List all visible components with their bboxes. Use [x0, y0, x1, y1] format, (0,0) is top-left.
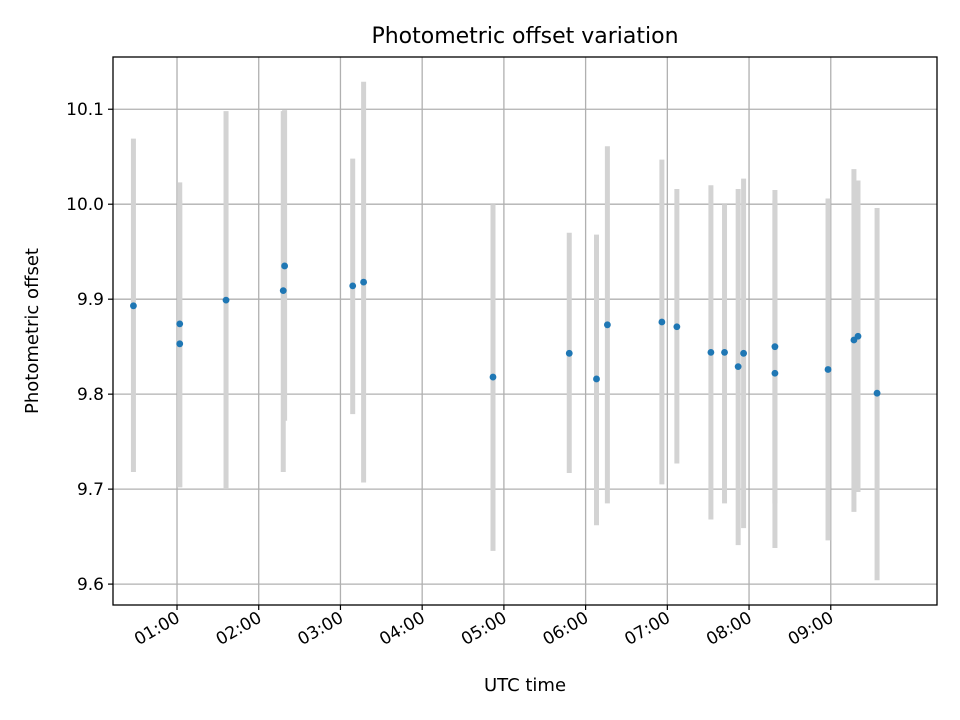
data-point	[593, 375, 600, 383]
data-point	[824, 366, 832, 373]
data-point	[489, 373, 497, 381]
data-point	[707, 348, 715, 356]
y-tick-label: 9.8	[77, 385, 104, 405]
chart-title: Photometric offset variation	[371, 24, 678, 49]
data-point	[565, 349, 573, 357]
y-axis-label: Photometric offset	[22, 248, 43, 414]
data-points	[130, 262, 881, 397]
data-point	[721, 348, 728, 356]
data-point	[771, 369, 779, 377]
data-point	[771, 343, 779, 351]
data-point	[349, 282, 357, 290]
x-axis-label: UTC time	[484, 675, 566, 696]
grid-lines	[113, 57, 937, 605]
data-point	[176, 340, 184, 348]
data-point	[854, 332, 862, 340]
data-point	[176, 320, 184, 328]
y-tick-label: 10.1	[66, 100, 104, 120]
data-point	[740, 349, 747, 357]
y-tick-label: 9.6	[77, 575, 104, 595]
data-point	[658, 318, 666, 326]
data-point	[360, 278, 368, 286]
data-point	[130, 302, 137, 310]
data-point	[673, 323, 681, 331]
y-tick-label: 9.9	[77, 290, 104, 310]
plot-area	[113, 57, 937, 605]
data-point	[604, 321, 611, 329]
data-point	[281, 262, 289, 270]
data-point	[279, 287, 287, 295]
plot-frame	[112, 56, 938, 606]
data-point	[734, 363, 742, 371]
data-point	[222, 296, 230, 304]
y-tick-label: 9.7	[77, 480, 104, 500]
y-axis-ticks: 9.6 9.7 9.8 9.9 10.0 10.1	[66, 100, 113, 595]
data-point	[873, 389, 881, 397]
y-tick-label: 10.0	[66, 195, 104, 215]
